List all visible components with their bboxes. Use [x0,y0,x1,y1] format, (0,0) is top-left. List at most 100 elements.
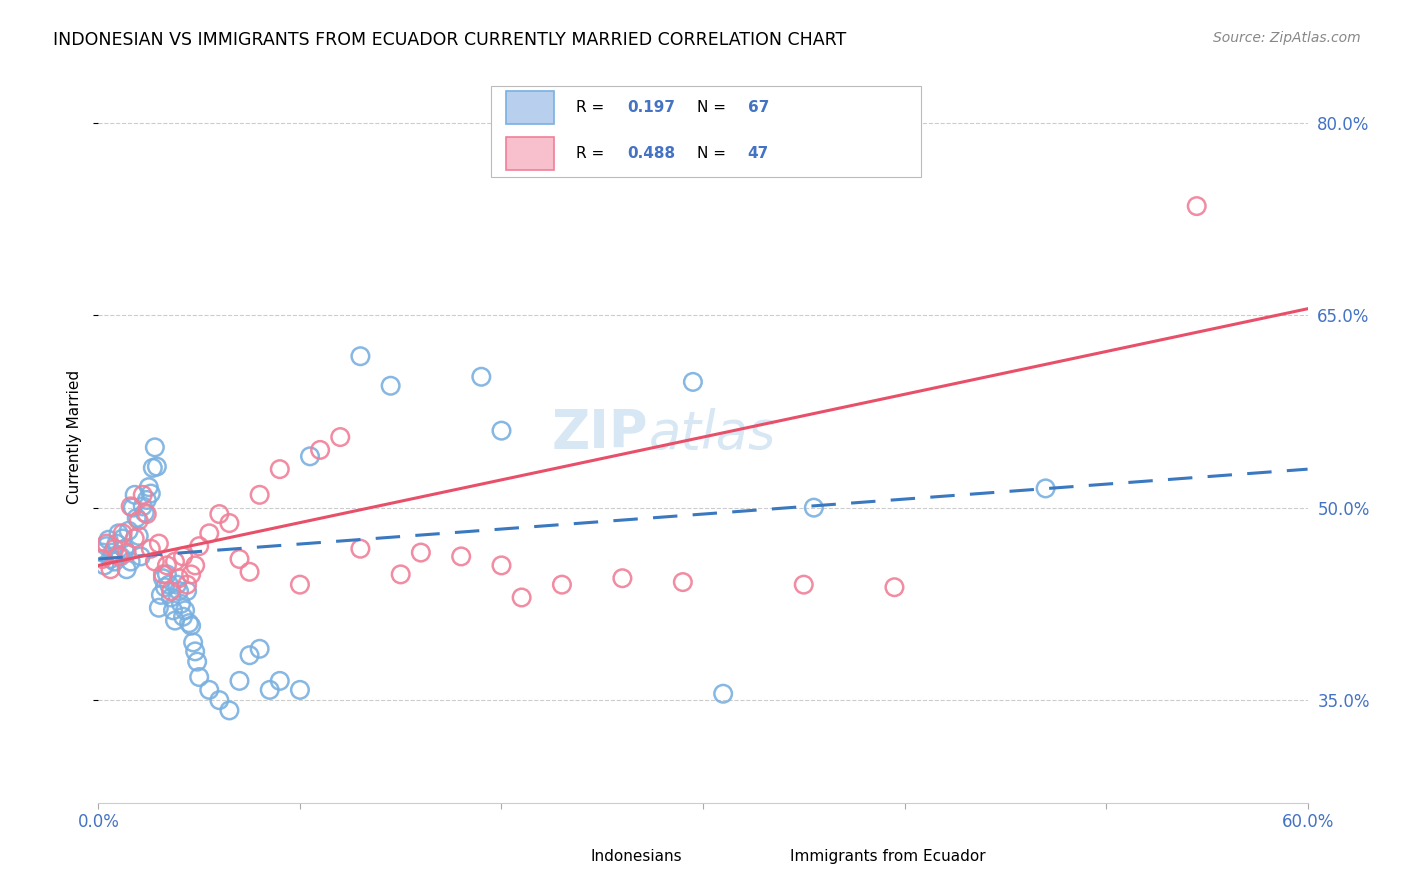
Point [152,567,174,582]
Text: INDONESIAN VS IMMIGRANTS FROM ECUADOR CURRENTLY MARRIED CORRELATION CHART: INDONESIAN VS IMMIGRANTS FROM ECUADOR CU… [53,31,846,49]
Point [132,500,155,514]
Point [793,577,815,591]
Point [228,673,250,688]
Text: N =: N = [697,146,735,161]
Point [1035,482,1057,496]
Point [111,532,134,546]
Point [288,682,311,697]
Point [288,577,311,591]
Point [91,552,114,566]
Point [120,500,142,514]
Point [134,506,156,520]
Point [156,567,179,582]
Point [139,541,162,556]
Text: 0.488: 0.488 [627,146,675,161]
Point [612,571,634,585]
Point [470,369,492,384]
Point [299,450,322,464]
Text: N =: N = [697,101,735,115]
Point [181,635,204,649]
Point [174,603,197,617]
Point [153,580,176,594]
Point [510,591,533,605]
Point [107,549,129,564]
Point [172,609,194,624]
Point [711,687,734,701]
Point [551,577,574,591]
Point [103,555,125,569]
Point [163,555,186,569]
Point [883,580,905,594]
Point [100,552,122,566]
Point [166,577,188,591]
Point [114,541,136,556]
Point [167,571,190,585]
Point [157,577,180,591]
Point [803,500,825,515]
Point [198,526,221,541]
Point [149,588,172,602]
Point [132,488,155,502]
Point [208,693,231,707]
Point [142,461,165,475]
Point [138,480,160,494]
Point [143,441,166,455]
Point [180,567,202,582]
Point [349,349,371,363]
FancyBboxPatch shape [740,846,776,866]
Point [135,492,157,507]
Point [269,462,291,476]
Point [162,603,184,617]
Point [148,536,170,550]
Point [269,673,291,688]
Text: atlas: atlas [648,408,776,459]
FancyBboxPatch shape [506,92,554,124]
Point [249,488,271,502]
Point [111,526,134,541]
Point [96,539,118,553]
Point [389,567,412,582]
Point [139,486,162,500]
Point [198,682,221,697]
Text: Immigrants from Ecuador: Immigrants from Ecuador [790,848,986,863]
FancyBboxPatch shape [506,137,554,170]
Point [309,442,332,457]
Point [115,545,138,559]
Point [124,488,146,502]
Point [167,584,190,599]
Point [491,558,513,573]
Point [180,618,202,632]
Point [148,600,170,615]
Point [409,545,432,559]
Point [188,670,211,684]
FancyBboxPatch shape [540,846,576,866]
Point [450,549,472,564]
Point [491,424,513,438]
Point [156,558,179,573]
Point [103,541,125,556]
Point [107,526,129,541]
Point [120,555,142,569]
Text: Indonesians: Indonesians [591,848,682,863]
Point [176,577,198,591]
Point [110,549,132,564]
Point [125,511,148,525]
Point [105,536,128,550]
Point [218,516,240,530]
Point [91,545,114,559]
Point [129,549,152,564]
Point [100,562,122,576]
Point [682,375,704,389]
Point [228,552,250,566]
Point [160,584,183,599]
Point [259,682,281,697]
Point [96,536,118,550]
Y-axis label: Currently Married: Currently Married [67,370,83,504]
Point [152,571,174,585]
Point [146,459,169,474]
Point [239,565,262,579]
Point [101,545,124,559]
Point [97,533,120,547]
Point [179,616,201,631]
Point [184,644,207,658]
